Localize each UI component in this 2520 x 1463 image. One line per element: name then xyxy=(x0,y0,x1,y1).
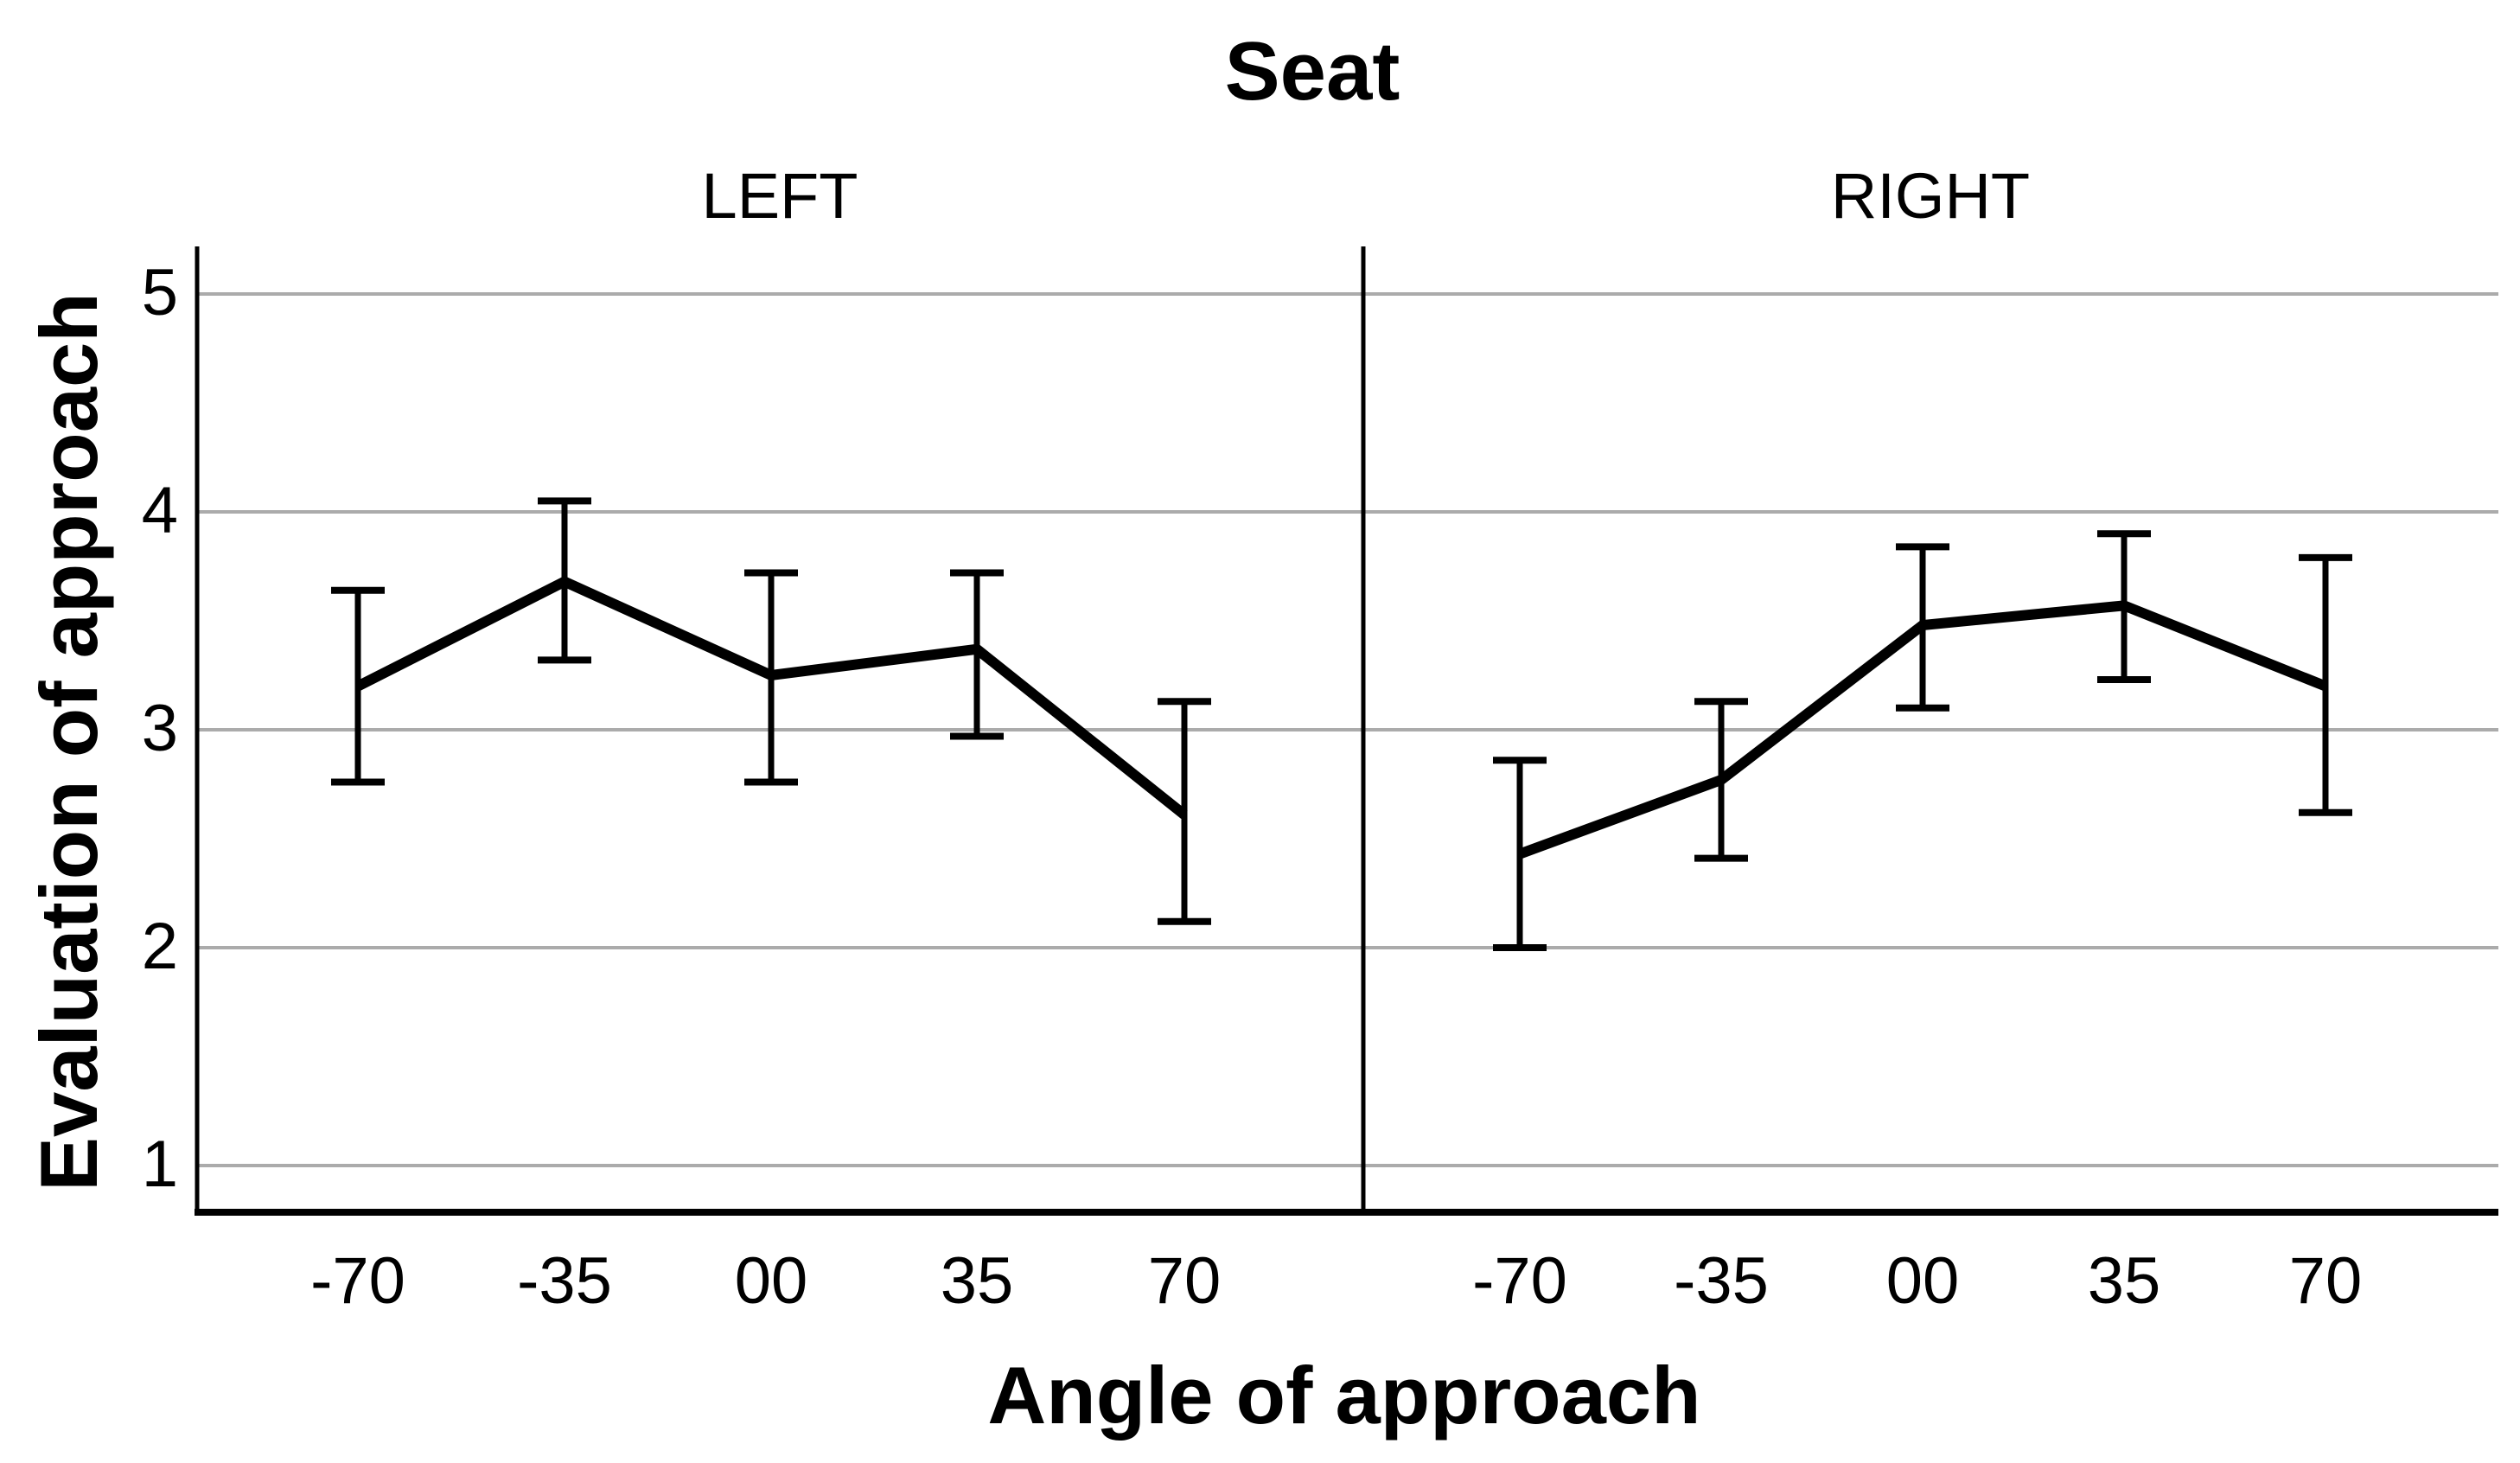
x-tick-label: -70 xyxy=(1472,1244,1567,1318)
x-tick-label: -70 xyxy=(310,1244,405,1318)
y-tick-label: 4 xyxy=(141,473,178,547)
y-tick-label: 5 xyxy=(141,255,178,329)
panel-header-left: LEFT xyxy=(701,160,858,232)
x-axis-title: Angle of approach xyxy=(987,1350,1701,1441)
y-tick-label: 3 xyxy=(141,691,178,765)
y-tick-label: 1 xyxy=(141,1127,178,1201)
x-tick-label: 35 xyxy=(940,1244,1014,1318)
series-line-left xyxy=(355,575,1188,819)
x-tick-label: -35 xyxy=(517,1244,612,1318)
x-tick-label: -35 xyxy=(1674,1244,1769,1318)
x-tick-label: 35 xyxy=(2087,1244,2161,1318)
x-tick-label: 70 xyxy=(1147,1244,1222,1318)
series-line-right xyxy=(1517,600,2328,859)
x-tick-label: 00 xyxy=(734,1244,808,1318)
x-tick-label: 70 xyxy=(2288,1244,2363,1318)
panel-header-right: RIGHT xyxy=(1830,160,2031,232)
y-tick-label: 2 xyxy=(141,909,178,983)
x-tick-label: 00 xyxy=(1885,1244,1960,1318)
chart-title: Seat xyxy=(1224,25,1400,118)
